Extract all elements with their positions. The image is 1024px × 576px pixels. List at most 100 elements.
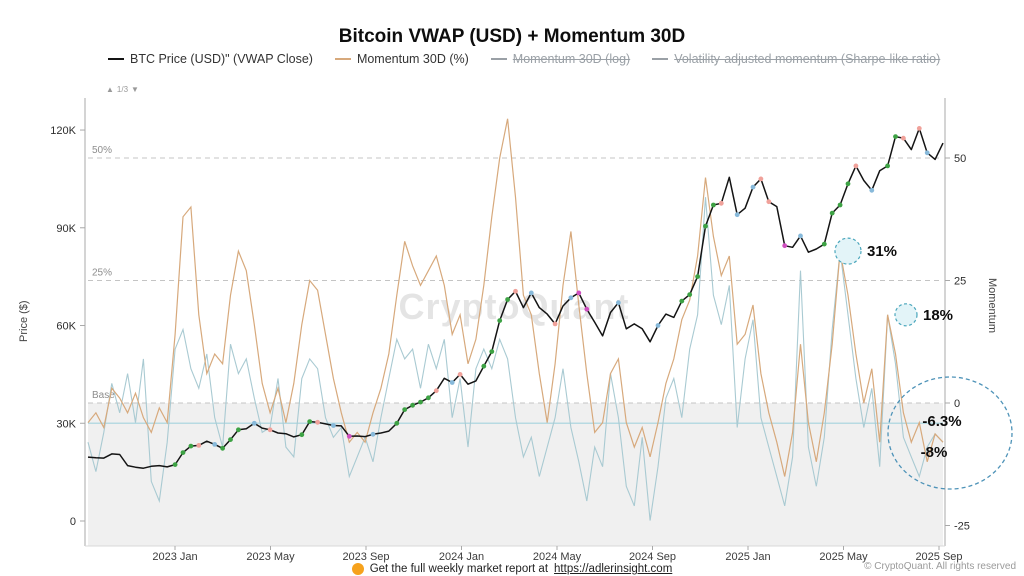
page-title: Bitcoin VWAP (USD) + Momentum 30D xyxy=(338,25,686,47)
price-marker xyxy=(331,423,336,428)
legend-swatch-momentum-30d xyxy=(334,58,351,60)
price-marker xyxy=(885,163,890,169)
annotation-circle xyxy=(834,237,862,265)
x-tick-label: 2024 May xyxy=(533,551,582,563)
momentum-secondary-line xyxy=(87,197,944,521)
copyright: © CryptoQuant. All rights reserved xyxy=(864,561,1016,572)
price-marker xyxy=(679,298,685,304)
legend: BTC Price (USD)" (VWAP Close) Momentum 3… xyxy=(108,52,940,66)
price-marker xyxy=(402,407,408,412)
price-marker xyxy=(426,395,431,401)
footer: Get the full weekly market report at htt… xyxy=(0,563,1024,575)
price-marker xyxy=(703,223,708,229)
price-marker xyxy=(251,420,257,426)
price-tick-label: 120K xyxy=(50,125,76,137)
below-base-shading xyxy=(88,403,943,546)
price-marker xyxy=(869,187,875,193)
price-marker xyxy=(307,419,313,424)
x-tick-label: 2025 Jan xyxy=(725,551,770,563)
pager-label: 1/3 xyxy=(116,85,129,94)
price-marker xyxy=(758,176,764,182)
ref-line-label: 25% xyxy=(92,268,112,279)
price-marker xyxy=(236,427,241,433)
price-marker xyxy=(655,323,661,328)
momentum-tick-label: -25 xyxy=(954,521,970,533)
legend-item-momentum-log[interactable]: Momentum 30D (log) xyxy=(490,52,630,66)
momentum-tick-label: 25 xyxy=(954,276,966,288)
annotation-label: 31% xyxy=(867,243,897,260)
ref-line-label: Base xyxy=(92,390,115,401)
x-tick-label: 2023 May xyxy=(246,551,295,563)
annotation-label: 18% xyxy=(923,307,953,324)
price-marker xyxy=(837,202,843,208)
momentum-tick-label: 0 xyxy=(954,398,960,410)
legend-label-btc-price: BTC Price (USD)" (VWAP Close) xyxy=(130,52,313,66)
price-marker xyxy=(687,292,693,297)
price-marker xyxy=(299,432,305,438)
x-tick-label: 2024 Sep xyxy=(629,551,676,563)
momentum-30d-line xyxy=(87,118,944,477)
price-marker xyxy=(711,202,716,208)
left-axis-title: Price ($) xyxy=(18,300,30,342)
price-marker xyxy=(489,349,495,354)
price-marker xyxy=(267,427,273,433)
legend-label-volatility-momentum: Volatility-adjusted momentum (Sharpe-lik… xyxy=(674,52,941,66)
annotation-big-circle xyxy=(887,376,1013,490)
price-marker xyxy=(901,135,906,141)
price-marker xyxy=(893,134,898,140)
legend-swatch-volatility-momentum xyxy=(652,58,669,60)
legend-item-btc-price[interactable]: BTC Price (USD)" (VWAP Close) xyxy=(108,52,313,66)
price-marker xyxy=(172,462,178,467)
price-marker xyxy=(188,443,194,449)
x-tick-label: 2024 Jan xyxy=(439,551,484,563)
price-marker xyxy=(616,300,621,306)
price-marker xyxy=(497,318,503,323)
price-marker xyxy=(196,443,202,448)
price-marker xyxy=(410,402,415,408)
legend-item-momentum-30d[interactable]: Momentum 30D (%) xyxy=(334,52,469,66)
ref-line-label: 50% xyxy=(92,145,112,156)
pager-down-icon[interactable]: ▼ xyxy=(131,85,139,94)
footer-link[interactable]: https://adlerinsight.com xyxy=(554,563,673,575)
price-marker xyxy=(853,163,859,169)
price-tick-label: 90K xyxy=(56,223,76,235)
price-marker xyxy=(228,437,233,442)
x-tick-label: 2023 Sep xyxy=(342,551,389,563)
price-marker xyxy=(505,297,510,302)
annotation-circle xyxy=(894,303,918,327)
price-marker xyxy=(418,399,423,405)
price-marker xyxy=(528,290,534,296)
price-marker xyxy=(821,241,827,247)
price-marker xyxy=(576,290,582,296)
price-marker xyxy=(695,274,700,279)
x-tick-label: 2023 Jan xyxy=(152,551,197,563)
price-marker xyxy=(568,295,574,301)
price-marker xyxy=(457,372,463,377)
price-tick-label: 0 xyxy=(70,516,76,528)
footer-text: Get the full weekly market report at xyxy=(369,563,549,575)
price-tick-label: 60K xyxy=(56,321,76,333)
price-marker xyxy=(924,150,930,156)
price-marker xyxy=(370,431,376,437)
price-marker xyxy=(845,181,851,187)
price-marker xyxy=(513,288,518,294)
legend-item-volatility-momentum[interactable]: Volatility-adjusted momentum (Sharpe-lik… xyxy=(652,52,940,66)
price-marker xyxy=(433,388,439,394)
price-marker xyxy=(481,363,487,369)
price-marker xyxy=(766,199,772,205)
price-marker xyxy=(212,442,218,447)
price-marker xyxy=(394,420,400,426)
price-marker xyxy=(798,233,803,239)
legend-swatch-btc-price xyxy=(108,58,124,60)
price-marker xyxy=(449,380,455,385)
price-marker xyxy=(552,321,558,327)
legend-label-momentum-30d: Momentum 30D (%) xyxy=(356,52,469,66)
price-tick-label: 30K xyxy=(56,418,76,430)
price-marker xyxy=(180,450,186,455)
price-marker xyxy=(750,184,756,190)
orange-dot-icon xyxy=(351,563,364,575)
price-marker xyxy=(782,243,788,249)
price-marker xyxy=(734,212,740,218)
pager-up-icon[interactable]: ▲ xyxy=(106,85,114,94)
